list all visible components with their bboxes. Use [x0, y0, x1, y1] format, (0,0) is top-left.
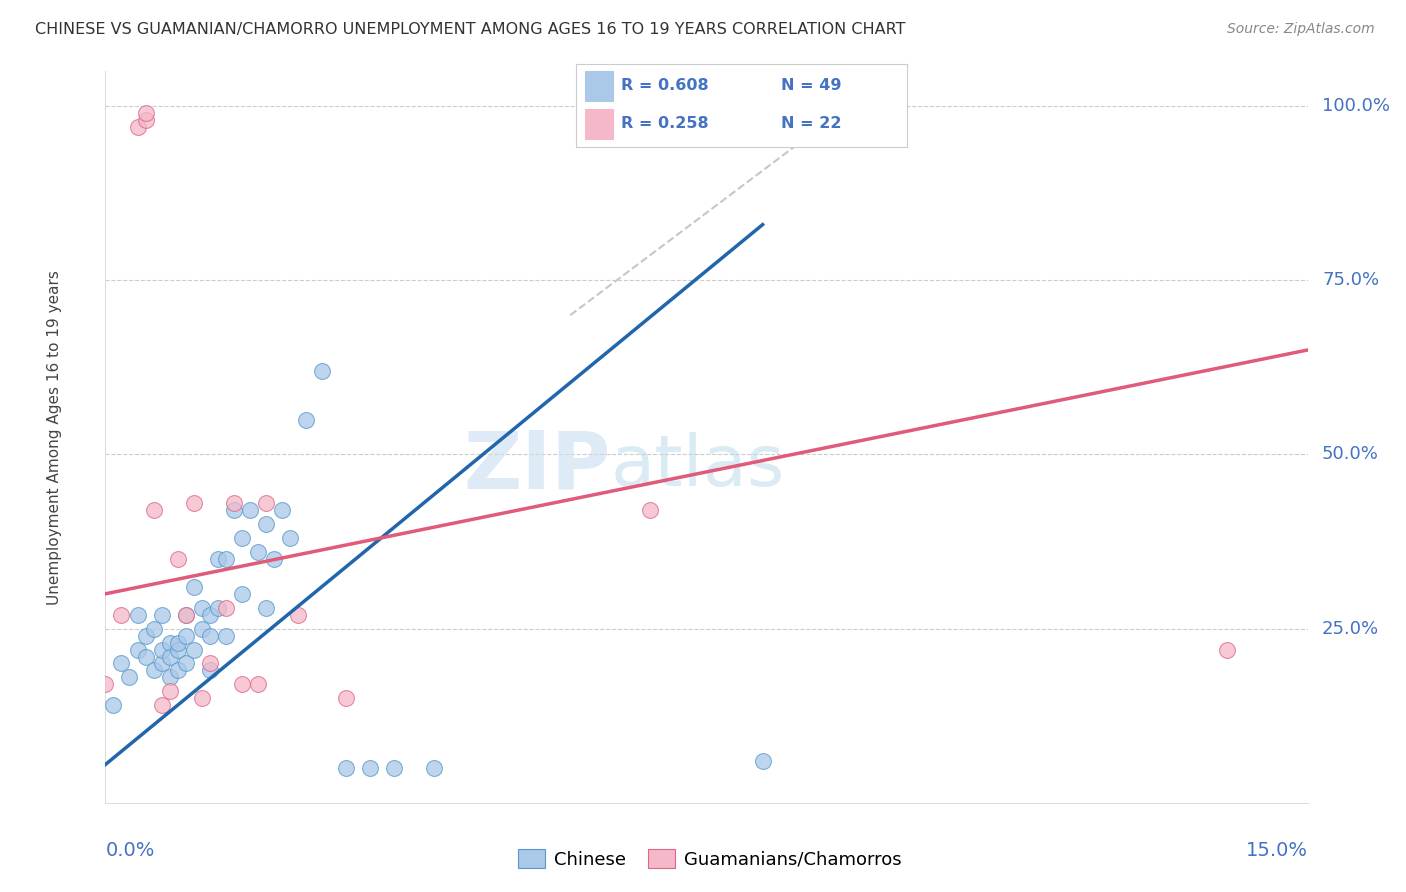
- Point: [174, 657, 197, 671]
- Point: [254, 496, 277, 510]
- Text: N = 22: N = 22: [782, 117, 842, 131]
- Bar: [585, 109, 613, 139]
- Point: [166, 552, 188, 566]
- Point: [222, 503, 245, 517]
- Point: [190, 622, 212, 636]
- Text: 0.0%: 0.0%: [105, 841, 155, 860]
- Text: N = 49: N = 49: [782, 78, 842, 94]
- Point: [174, 607, 197, 622]
- Point: [103, 698, 125, 713]
- Point: [159, 635, 181, 649]
- Text: 15.0%: 15.0%: [1246, 841, 1308, 860]
- Point: [214, 629, 236, 643]
- Point: [214, 552, 236, 566]
- Text: CHINESE VS GUAMANIAN/CHAMORRO UNEMPLOYMENT AMONG AGES 16 TO 19 YEARS CORRELATION: CHINESE VS GUAMANIAN/CHAMORRO UNEMPLOYME…: [35, 22, 905, 37]
- Point: [1216, 642, 1239, 657]
- Point: [198, 657, 221, 671]
- Text: 75.0%: 75.0%: [1322, 271, 1379, 289]
- Point: [278, 531, 301, 545]
- Text: Unemployment Among Ages 16 to 19 years: Unemployment Among Ages 16 to 19 years: [48, 269, 62, 605]
- Bar: [585, 70, 613, 101]
- Point: [135, 113, 157, 128]
- Point: [751, 754, 773, 768]
- Point: [423, 761, 446, 775]
- Point: [231, 531, 253, 545]
- Point: [118, 670, 141, 684]
- Point: [135, 649, 157, 664]
- Text: 25.0%: 25.0%: [1322, 620, 1379, 638]
- Point: [382, 761, 405, 775]
- Text: R = 0.608: R = 0.608: [621, 78, 709, 94]
- Point: [190, 600, 212, 615]
- Point: [207, 552, 229, 566]
- Point: [198, 664, 221, 678]
- Point: [150, 698, 173, 713]
- Point: [231, 677, 253, 691]
- Point: [127, 607, 149, 622]
- Point: [127, 642, 149, 657]
- Point: [159, 684, 181, 698]
- Point: [214, 600, 236, 615]
- Point: [190, 691, 212, 706]
- Point: [287, 607, 309, 622]
- Text: ZIP: ZIP: [463, 427, 610, 506]
- Point: [295, 412, 318, 426]
- Point: [110, 657, 132, 671]
- Point: [335, 691, 357, 706]
- Point: [222, 496, 245, 510]
- Point: [150, 607, 173, 622]
- Point: [311, 364, 333, 378]
- Point: [263, 552, 285, 566]
- Point: [142, 503, 165, 517]
- Point: [135, 106, 157, 120]
- Point: [254, 600, 277, 615]
- Point: [198, 607, 221, 622]
- Point: [246, 677, 269, 691]
- Point: [359, 761, 381, 775]
- Point: [166, 642, 188, 657]
- Text: 50.0%: 50.0%: [1322, 445, 1379, 464]
- Point: [166, 664, 188, 678]
- Point: [207, 600, 229, 615]
- Point: [142, 622, 165, 636]
- Point: [166, 635, 188, 649]
- Point: [239, 503, 262, 517]
- Point: [198, 629, 221, 643]
- Point: [335, 761, 357, 775]
- Point: [183, 580, 205, 594]
- Point: [254, 517, 277, 532]
- Point: [231, 587, 253, 601]
- Point: [159, 670, 181, 684]
- Legend: Chinese, Guamanians/Chamorros: Chinese, Guamanians/Chamorros: [510, 842, 910, 876]
- Point: [174, 629, 197, 643]
- Point: [174, 607, 197, 622]
- Point: [183, 642, 205, 657]
- Point: [159, 649, 181, 664]
- Point: [183, 496, 205, 510]
- Point: [135, 629, 157, 643]
- Point: [150, 642, 173, 657]
- Point: [246, 545, 269, 559]
- Point: [640, 503, 662, 517]
- Text: atlas: atlas: [610, 432, 785, 500]
- Point: [94, 677, 117, 691]
- Text: R = 0.258: R = 0.258: [621, 117, 709, 131]
- Point: [110, 607, 132, 622]
- Point: [150, 657, 173, 671]
- Point: [142, 664, 165, 678]
- Point: [270, 503, 292, 517]
- Text: 100.0%: 100.0%: [1322, 97, 1391, 115]
- Text: Source: ZipAtlas.com: Source: ZipAtlas.com: [1227, 22, 1375, 37]
- Point: [127, 120, 149, 134]
